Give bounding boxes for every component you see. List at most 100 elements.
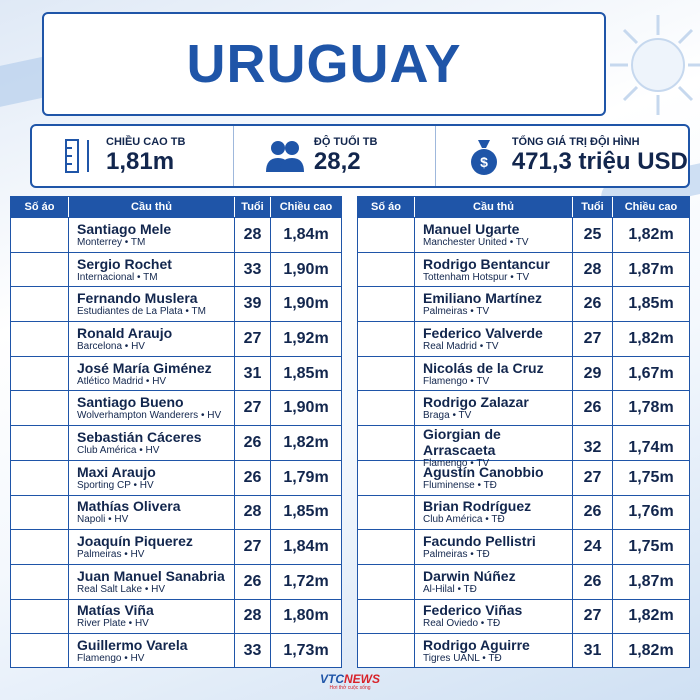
number-cell <box>11 564 69 599</box>
number-cell <box>358 495 415 530</box>
stat-label: CHIỀU CAO TB <box>106 136 186 148</box>
player-name: Mathías Olivera <box>77 498 181 515</box>
footer: VTCNEWS Hơi thở cuộc sống <box>300 673 400 691</box>
table-row: Federico Viñas Real Oviedo • TĐ 27 1,82m <box>358 598 689 634</box>
player-cell: Ronald Araujo Barcelona • HV <box>69 322 235 356</box>
stat: ĐỘ TUỔI TB 28,2 <box>234 126 436 186</box>
player-cell: Fernando Muslera Estudiantes de La Plata … <box>69 287 235 322</box>
height-cell: 1,75m <box>628 538 674 556</box>
number-cell <box>358 426 415 471</box>
player-name: Ronald Araujo <box>77 324 173 341</box>
player-club: Internacional • TM <box>77 271 158 283</box>
player-cell: Giorgian de Arrascaeta Flamengo • TV <box>415 426 573 471</box>
player-cell: Joaquín Piquerez Palmeiras • HV <box>69 530 235 564</box>
player-club: Manchester United • TV <box>423 236 529 248</box>
height-cell: 1,87m <box>628 572 674 590</box>
number-cell <box>358 252 415 287</box>
player-name: Fernando Muslera <box>77 290 198 307</box>
table-row: Agustín Canobbio Fluminense • TĐ 27 1,75m <box>358 459 689 495</box>
number-cell <box>11 599 69 634</box>
player-name: Sergio Rochet <box>77 255 172 272</box>
player-club: Braga • TV <box>423 410 472 422</box>
player-club: Estudiantes de La Plata • TM <box>77 306 206 318</box>
number-cell <box>11 426 69 460</box>
player-name: Santiago Mele <box>77 220 172 237</box>
height-cell: 1,73m <box>283 642 329 660</box>
age-cell: 26 <box>573 495 613 530</box>
squad-table: Số áo Cầu thủ Tuổi Chiều cao Manuel Ugarte Ma… <box>357 196 690 668</box>
player-cell: Nicolás de la Cruz Flamengo • TV <box>415 356 573 391</box>
number-cell <box>11 460 69 495</box>
age-cell: 26 <box>235 426 271 460</box>
number-cell <box>11 356 69 391</box>
age-cell: 39 <box>235 287 271 322</box>
player-club: Palmeiras • TĐ <box>423 549 490 561</box>
table-row: Rodrigo Zalazar Braga • TV 26 1,78m <box>358 390 689 426</box>
height-cell: 1,82m <box>628 607 674 625</box>
number-cell <box>358 564 415 599</box>
table-row: Fernando Muslera Estudiantes de La Plata … <box>11 286 341 322</box>
tagline: Hơi thở cuộc sống <box>329 685 371 691</box>
table-row: Darwin Núñez Al-Hilal • TĐ 26 1,87m <box>358 563 689 599</box>
player-name: Manuel Ugarte <box>423 220 520 237</box>
number-cell <box>11 634 69 668</box>
age-cell: 31 <box>573 634 613 668</box>
table-row: Mathías Olivera Napoli • HV 28 1,85m <box>11 494 341 530</box>
table-row: Federico Valverde Real Madrid • TV 27 1,82m <box>358 321 689 356</box>
height-cell: 1,76m <box>628 503 674 521</box>
player-name: Rodrigo Bentancur <box>423 255 550 272</box>
player-club: Fluminense • TĐ <box>423 479 497 491</box>
height-cell: 1,84m <box>283 225 329 243</box>
table-row: Rodrigo Aguirre Tigres UANL • TĐ 31 1,82m <box>358 633 689 668</box>
player-name: Juan Manuel Sanabria <box>77 567 225 584</box>
header-cell: Chiều cao <box>279 201 333 213</box>
player-name: José María Giménez <box>77 359 212 376</box>
age-cell: 24 <box>573 530 613 564</box>
header-cell: Tuổi <box>573 197 613 217</box>
table-row: Ronald Araujo Barcelona • HV 27 1,92m <box>11 321 341 356</box>
age-cell: 28 <box>235 218 271 252</box>
player-cell: Sergio Rochet Internacional • TM <box>69 252 235 287</box>
player-cell: Guillermo Varela Flamengo • HV <box>69 634 235 668</box>
table-row: Santiago Bueno Wolverhampton Wanderers • … <box>11 390 341 426</box>
height-cell: 1,90m <box>283 260 329 278</box>
number-cell <box>11 530 69 564</box>
age-cell: 27 <box>573 322 613 356</box>
number-cell <box>358 322 415 356</box>
age-cell: 27 <box>573 460 613 495</box>
player-club: Club América • HV <box>77 444 160 456</box>
age-cell: 29 <box>573 356 613 391</box>
height-cell: 1,82m <box>628 642 674 660</box>
height-cell: 1,85m <box>283 503 329 521</box>
table-row: Giorgian de Arrascaeta Flamengo • TV 32 1,7… <box>358 425 689 471</box>
table-row: Matías Viña River Plate • HV 28 1,80m <box>11 598 341 634</box>
stats-bar: CHIỀU CAO TB 1,81m ĐỘ TUỔI TB 28,2 $ TỔNG … <box>30 124 690 188</box>
age-cell: 33 <box>235 634 271 668</box>
height-cell: 1,84m <box>283 538 329 556</box>
player-name: Darwin Núñez <box>423 567 516 584</box>
player-name: Agustín Canobbio <box>423 463 544 480</box>
height-cell: 1,82m <box>628 225 674 243</box>
logo: NEWS <box>344 672 380 686</box>
player-club: Flamengo • TV <box>423 458 490 470</box>
title: URUGUAY <box>186 34 462 94</box>
player-name: Nicolás de la Cruz <box>423 359 544 376</box>
age-cell: 31 <box>235 356 271 391</box>
age-cell: 27 <box>235 530 271 564</box>
number-cell <box>11 322 69 356</box>
player-club: Wolverhampton Wanderers • HV <box>77 410 222 422</box>
player-name: Sebastián Cáceres <box>77 428 202 445</box>
age-cell: 33 <box>235 252 271 287</box>
header-cell: Số áo <box>358 197 415 217</box>
player-name: Facundo Pellistri <box>423 533 536 550</box>
age-cell: 28 <box>573 252 613 287</box>
player-club: Atlético Madrid • HV <box>77 375 167 387</box>
player-club: Sporting CP • HV <box>77 479 154 491</box>
header-cell: Chiều cao <box>624 201 678 213</box>
number-cell <box>11 391 69 426</box>
player-cell: Rodrigo Zalazar Braga • TV <box>415 391 573 426</box>
ruler-icon <box>65 139 89 173</box>
stat-label: ĐỘ TUỔI TB <box>313 136 378 148</box>
table-row: Joaquín Piquerez Palmeiras • HV 27 1,84m <box>11 529 341 564</box>
player-name: Giorgian de Arrascaeta <box>423 426 501 459</box>
